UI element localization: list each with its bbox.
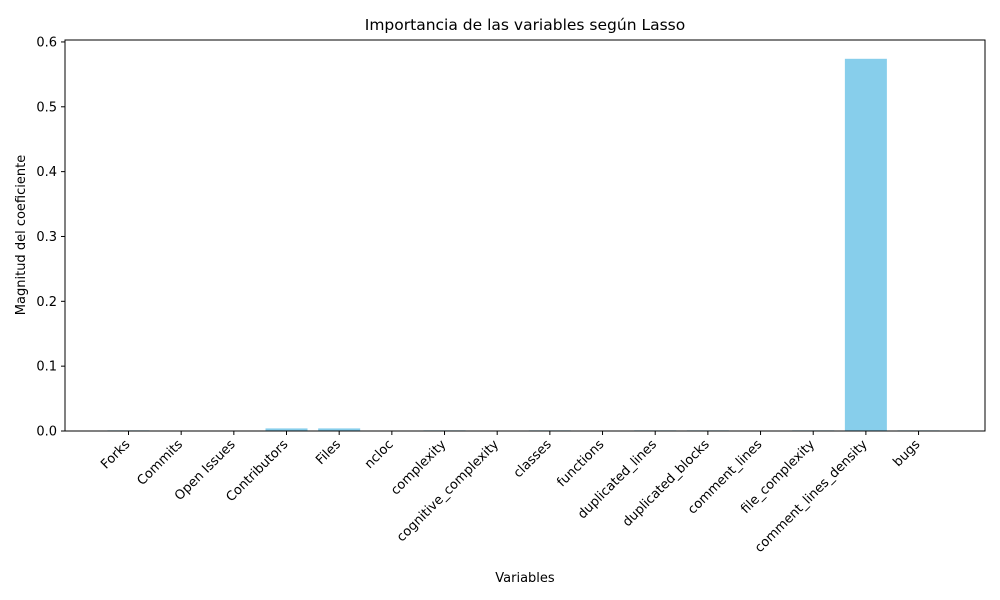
y-tick-label: 0.2 [36, 295, 57, 310]
x-tick-label: functions [554, 437, 607, 490]
x-tick-label: comment_lines_density [752, 437, 871, 556]
y-axis-title: Magnitud del coeficiente [14, 155, 29, 315]
y-tick-label: 0.4 [36, 165, 57, 180]
x-axis-title: Variables [495, 571, 555, 586]
x-tick-label: Forks [98, 437, 133, 472]
x-tick-label: ncloc [362, 437, 397, 472]
chart-title: Importancia de las variables según Lasso [365, 16, 685, 34]
y-tick-label: 0.3 [36, 230, 57, 245]
y-axis: 0.0 0.1 0.2 0.3 0.4 0.5 0.6 [36, 35, 65, 440]
y-tick-label: 0.0 [36, 425, 57, 440]
x-tick-label: classes [511, 437, 555, 481]
bars-layer [107, 58, 940, 432]
y-tick-label: 0.6 [36, 35, 57, 50]
y-tick-label: 0.1 [36, 360, 57, 375]
x-tick-label: Files [313, 437, 344, 468]
x-tick-label: cognitive_complexity [394, 437, 502, 545]
bar-comment_lines_density [844, 58, 887, 432]
x-tick-label: bugs [890, 437, 923, 470]
bar-Files [318, 428, 361, 431]
x-tick-label: Commits [134, 437, 186, 489]
y-tick-label: 0.5 [36, 100, 57, 115]
bar-Contributors [265, 428, 308, 431]
x-tick-label: duplicated_blocks [620, 437, 713, 530]
plot-frame [64, 39, 986, 432]
